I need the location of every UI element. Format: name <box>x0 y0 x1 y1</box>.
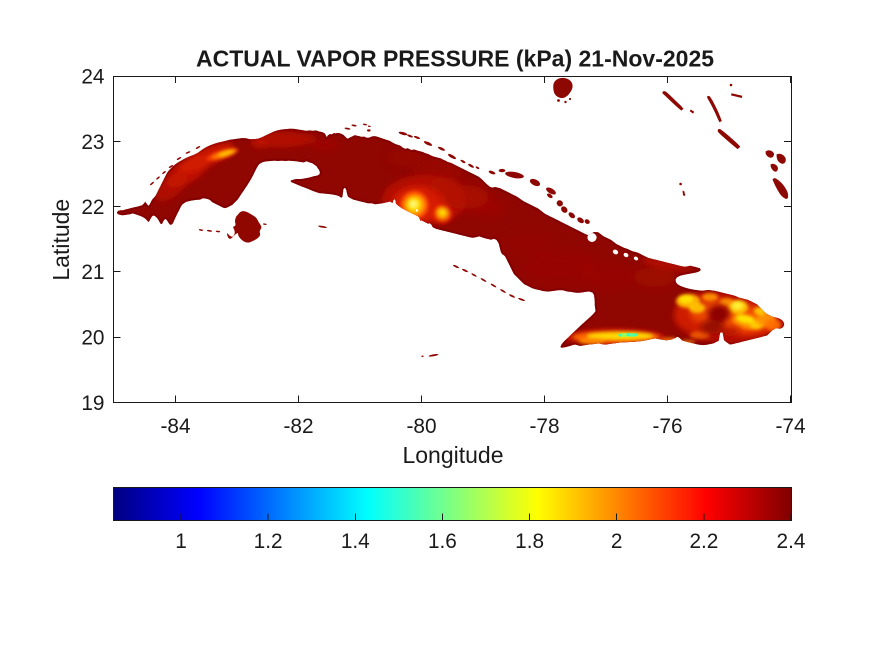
svg-text:23: 23 <box>81 131 104 154</box>
svg-text:-76: -76 <box>652 415 682 438</box>
svg-text:24: 24 <box>81 66 104 89</box>
svg-text:2: 2 <box>611 530 623 553</box>
svg-text:20: 20 <box>81 327 104 350</box>
svg-text:2.4: 2.4 <box>777 530 806 553</box>
svg-text:1: 1 <box>175 530 187 553</box>
svg-text:1.4: 1.4 <box>341 530 370 553</box>
svg-text:-74: -74 <box>775 415 805 438</box>
svg-text:-80: -80 <box>406 415 436 438</box>
svg-text:-78: -78 <box>529 415 559 438</box>
svg-text:-84: -84 <box>160 415 190 438</box>
svg-text:1.2: 1.2 <box>254 530 283 553</box>
svg-text:19: 19 <box>81 392 104 415</box>
svg-text:21: 21 <box>81 261 104 284</box>
svg-text:2.2: 2.2 <box>689 530 718 553</box>
svg-text:1.6: 1.6 <box>428 530 457 553</box>
svg-text:Longitude: Longitude <box>402 442 503 468</box>
svg-text:22: 22 <box>81 196 104 219</box>
svg-text:Latitude: Latitude <box>48 199 74 281</box>
svg-text:-82: -82 <box>283 415 313 438</box>
svg-text:1.8: 1.8 <box>515 530 544 553</box>
svg-text:ACTUAL VAPOR PRESSURE (kPa) 21: ACTUAL VAPOR PRESSURE (kPa) 21-Nov-2025 <box>196 46 714 72</box>
